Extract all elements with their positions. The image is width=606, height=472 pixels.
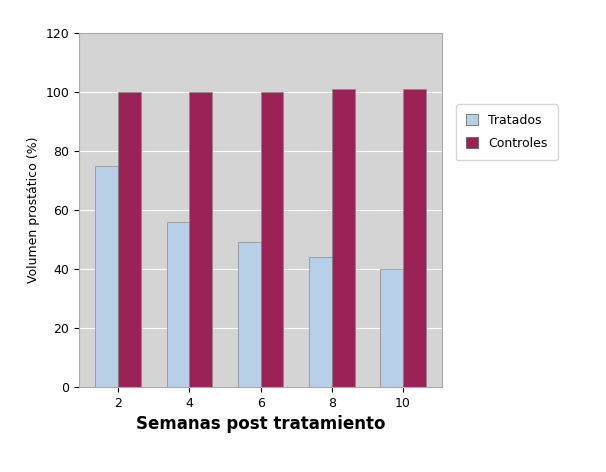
Legend: Tratados, Controles: Tratados, Controles (456, 104, 558, 160)
Bar (332, 89, 355, 387)
Bar (403, 89, 426, 387)
Y-axis label: Volumen prostático (%): Volumen prostático (%) (27, 137, 39, 283)
Bar (309, 257, 332, 387)
Bar (380, 269, 403, 387)
Bar (238, 243, 261, 387)
X-axis label: Semanas post tratamiento: Semanas post tratamiento (136, 415, 385, 433)
Bar (118, 92, 141, 387)
Bar (261, 92, 284, 387)
Bar (95, 166, 118, 387)
Bar (189, 92, 212, 387)
Bar (167, 222, 189, 387)
